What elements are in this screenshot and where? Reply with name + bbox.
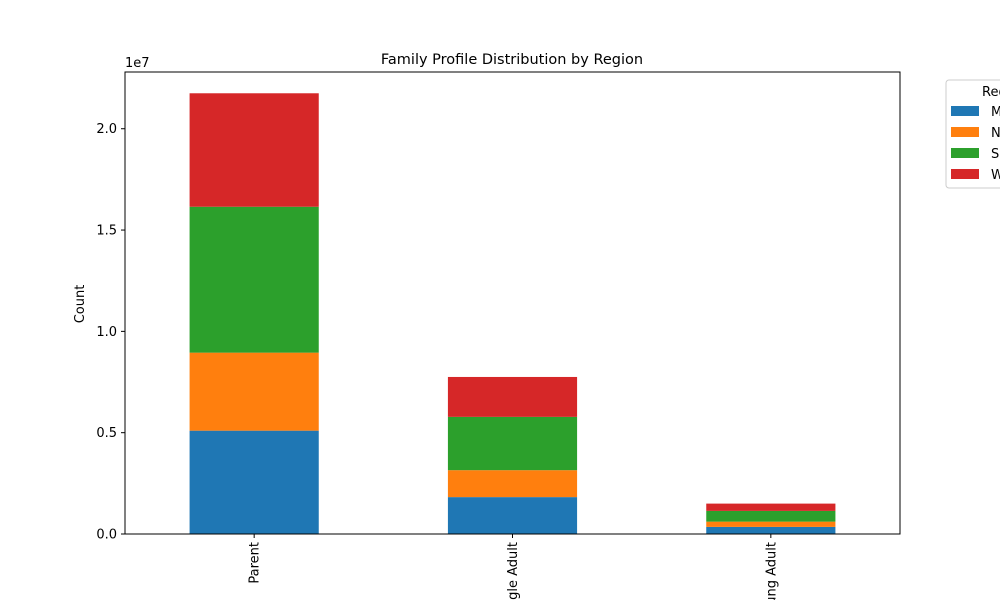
legend-title: Region xyxy=(982,85,1000,100)
y-tick-label: 0.5 xyxy=(96,426,117,441)
legend-label: West xyxy=(991,168,1000,183)
bar-segment xyxy=(706,526,836,534)
legend-label: South xyxy=(991,147,1000,162)
bar-segment xyxy=(706,503,836,511)
y-tick-label: 0.0 xyxy=(96,528,117,543)
bar-segment xyxy=(447,416,578,471)
y-axis-label: Count xyxy=(73,285,88,324)
bar-segment xyxy=(706,510,836,522)
legend: Region Midwest Northeast South West xyxy=(945,79,1000,189)
x-tick-label: Parent xyxy=(248,542,263,584)
legend-label: Midwest xyxy=(991,105,1000,120)
y-tick-label: 2.0 xyxy=(96,122,117,137)
legend-swatch xyxy=(951,169,979,179)
bar-segment xyxy=(189,352,319,431)
legend-swatch xyxy=(951,127,979,137)
bar-segment xyxy=(189,93,319,207)
bar-segment xyxy=(706,521,836,527)
bar-segment xyxy=(447,497,578,534)
chart-title: Family Profile Distribution by Region xyxy=(381,52,643,68)
x-tick-label: Young Adult xyxy=(764,542,779,600)
legend-swatch xyxy=(951,148,979,158)
legend-label: Northeast xyxy=(991,126,1000,141)
plot-frame xyxy=(124,71,901,535)
y-offset-label: 1e7 xyxy=(125,56,150,71)
bars-layer xyxy=(189,93,836,534)
y-ticks: 0.0 0.5 1.0 1.5 2.0 xyxy=(96,122,125,543)
x-tick-label: Single Adult xyxy=(506,542,521,600)
legend-swatch xyxy=(951,106,979,116)
y-tick-label: 1.5 xyxy=(96,224,117,239)
bar-segment xyxy=(189,430,319,534)
x-ticks: Parent Single Adult Young Adult xyxy=(248,534,779,600)
bar-segment xyxy=(447,376,578,417)
y-tick-label: 1.0 xyxy=(96,325,117,340)
bar-segment xyxy=(189,206,319,353)
bar-segment xyxy=(447,470,578,498)
